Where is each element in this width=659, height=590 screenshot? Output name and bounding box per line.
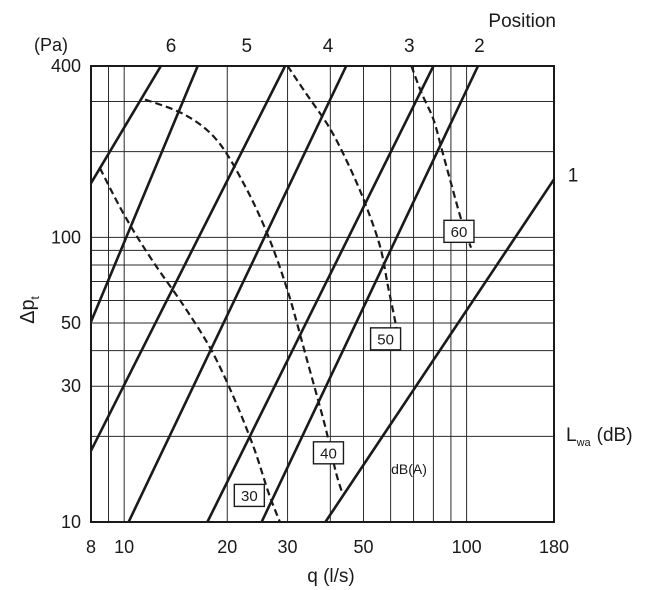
noise-label-text-40: 40 [320,445,337,462]
position-line-5 [91,66,287,452]
position-label-6: 6 [166,36,177,57]
series-labels: 6 5 4 3 2 1 60 50 40 30 [166,36,579,508]
noise-label-30: 30 [233,483,266,508]
position-line-4 [127,66,348,522]
position-label: Position [488,11,556,32]
dba-label: dB(A) [391,461,427,477]
lwa-label-unit: (dB) [597,425,633,446]
x-axis-label: q (l/s) [307,566,355,587]
noise-label-text-50: 50 [377,331,394,348]
noise-label-box-50 [369,327,402,351]
lwa-label: Lwa (dB) [566,425,633,449]
plot-border [90,65,555,523]
x-tick-label-8: 8 [86,537,96,557]
x-tick-label-50: 50 [354,537,374,557]
noise-label-text-30: 30 [241,488,258,505]
y-tick-label-50: 50 [61,313,81,333]
chart-series [91,66,554,522]
position-label-2: 2 [474,36,485,57]
position-label-1: 1 [568,165,579,186]
noise-label-box-60 [443,219,475,244]
position-line-7 [91,66,163,184]
position-label-5: 5 [241,36,252,57]
noise-label-box-30 [233,483,266,508]
x-tick-label-180: 180 [539,537,569,557]
y-tick-label-30: 30 [61,376,81,396]
noise-curve-60 [410,66,473,249]
y-tick-label-10: 10 [61,512,81,532]
lwa-label-main: L [566,425,577,446]
noise-curve-40 [144,98,344,495]
y-axis-label: Δpt [17,295,42,323]
x-tick-label-10: 10 [114,537,134,557]
position-line-6 [91,66,199,323]
position-line-3 [206,66,435,522]
noise-label-text-60: 60 [451,224,468,241]
noise-label-40: 40 [312,441,345,465]
y-tick-label-400: 400 [51,56,81,76]
y-axis-label-sub: t [28,295,42,299]
x-tick-label-20: 20 [217,537,237,557]
y-tick-label-100: 100 [51,227,81,247]
noise-label-box-40 [312,441,345,465]
noise-curve-30 [99,167,281,522]
x-tick-label-30: 30 [278,537,298,557]
x-tick-label-100: 100 [452,537,482,557]
noise-label-60: 60 [443,219,475,244]
y-axis-label-main: Δp [17,299,39,323]
position-label-3: 3 [404,36,415,57]
position-line-2 [260,66,480,522]
position-label-4: 4 [323,36,334,57]
position-line-1 [324,178,554,522]
noise-curve-50 [286,66,402,351]
y-unit-label: (Pa) [34,35,68,55]
noise-label-50: 50 [369,327,402,351]
lwa-label-sub: wa [576,437,592,449]
